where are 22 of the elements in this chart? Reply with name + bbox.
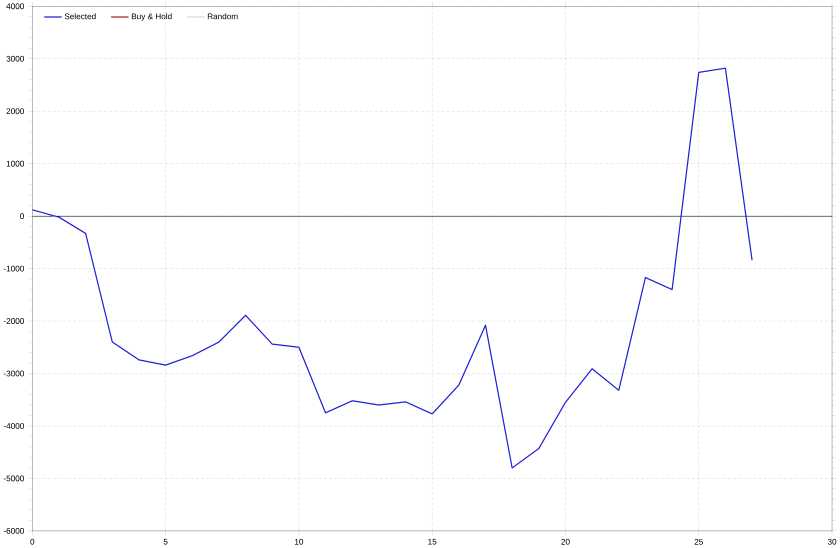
y-tick-label: 3000 [6, 56, 24, 62]
y-tick-label: -1000 [4, 266, 24, 272]
y-tick-label: 0 [20, 213, 24, 219]
line-series [32, 68, 753, 469]
y-tick-label: -6000 [4, 528, 24, 534]
x-tick-label: 30 [828, 538, 836, 545]
legend-label: Buy & Hold [132, 13, 172, 21]
y-tick-label: -4000 [4, 423, 24, 429]
y-tick-label: -3000 [4, 370, 24, 376]
y-tick-label: 4000 [6, 3, 24, 10]
legend-label: Random [208, 13, 238, 20]
y-tick-label: -5000 [4, 476, 24, 482]
legend-label: Selected [64, 13, 96, 20]
x-tick-label: 25 [694, 538, 703, 545]
x-tick-label: 15 [428, 538, 436, 545]
y-tick-label: 1000 [6, 160, 24, 167]
y-tick-label: -2000 [4, 318, 24, 324]
x-tick-label: 0 [30, 538, 34, 545]
y-tick-label: 2000 [6, 108, 24, 114]
x-tick-label: 20 [561, 538, 570, 545]
x-tick-label: 5 [164, 538, 168, 545]
x-tick-label: 10 [294, 538, 304, 545]
